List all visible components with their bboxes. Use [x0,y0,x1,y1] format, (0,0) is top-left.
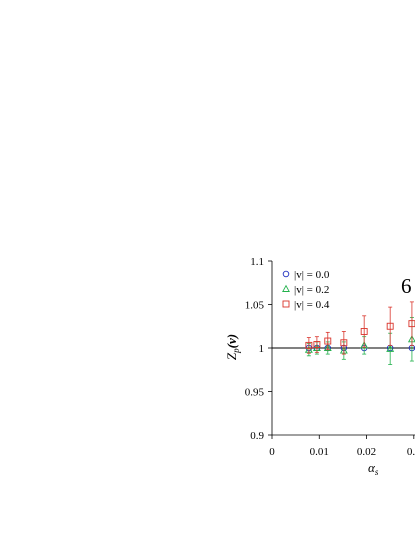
plot-marks [304,301,415,365]
data-point [324,337,332,345]
y-axis-label-main: Z [224,352,239,360]
legend-marker [282,270,290,278]
x-axis-label-main: α [368,460,376,475]
data-point [305,341,313,349]
axes: 0.9 0.95 1 1.05 1.1 0 0.01 0.02 0.0 [245,256,415,458]
data-point [386,344,395,352]
y-axis-label-tail: (v) [224,334,239,348]
y-tick-label: 1.1 [250,256,264,268]
y-tick-label: 0.95 [245,387,265,399]
x-axis-label: αs [368,460,379,477]
y-axis-label: Zp(v) [224,334,241,360]
legend-label: |v| = 0.4 [294,299,330,311]
legend-label: |v| = 0.0 [294,269,330,281]
y-tick-label: 1.05 [245,300,265,312]
corner-annotation: 6 [401,274,412,298]
y-axis-label-sub: p [231,348,241,354]
legend-marker [282,284,290,292]
data-point [360,328,368,335]
x-axis-label-sub: s [375,467,379,477]
data-point [313,341,321,348]
x-tick-label: 0 [269,446,275,458]
x-tick-label: 0.0 [407,446,415,458]
x-tick-label: 0.02 [357,446,376,458]
data-point [360,341,369,349]
data-point [386,322,394,330]
legend: |v| = 0.0 |v| = 0.2 |v| = 0.4 [282,269,330,311]
axis-labels: 6 αs Zp(v) [224,274,412,477]
x-tick-label: 0.01 [310,446,329,458]
legend-label: |v| = 0.2 [294,284,329,296]
y-tick-label: 0.9 [250,430,264,442]
y-tick-label: 1 [259,343,265,355]
legend-marker [282,300,290,308]
data-point [340,339,348,347]
data-point [323,343,332,351]
